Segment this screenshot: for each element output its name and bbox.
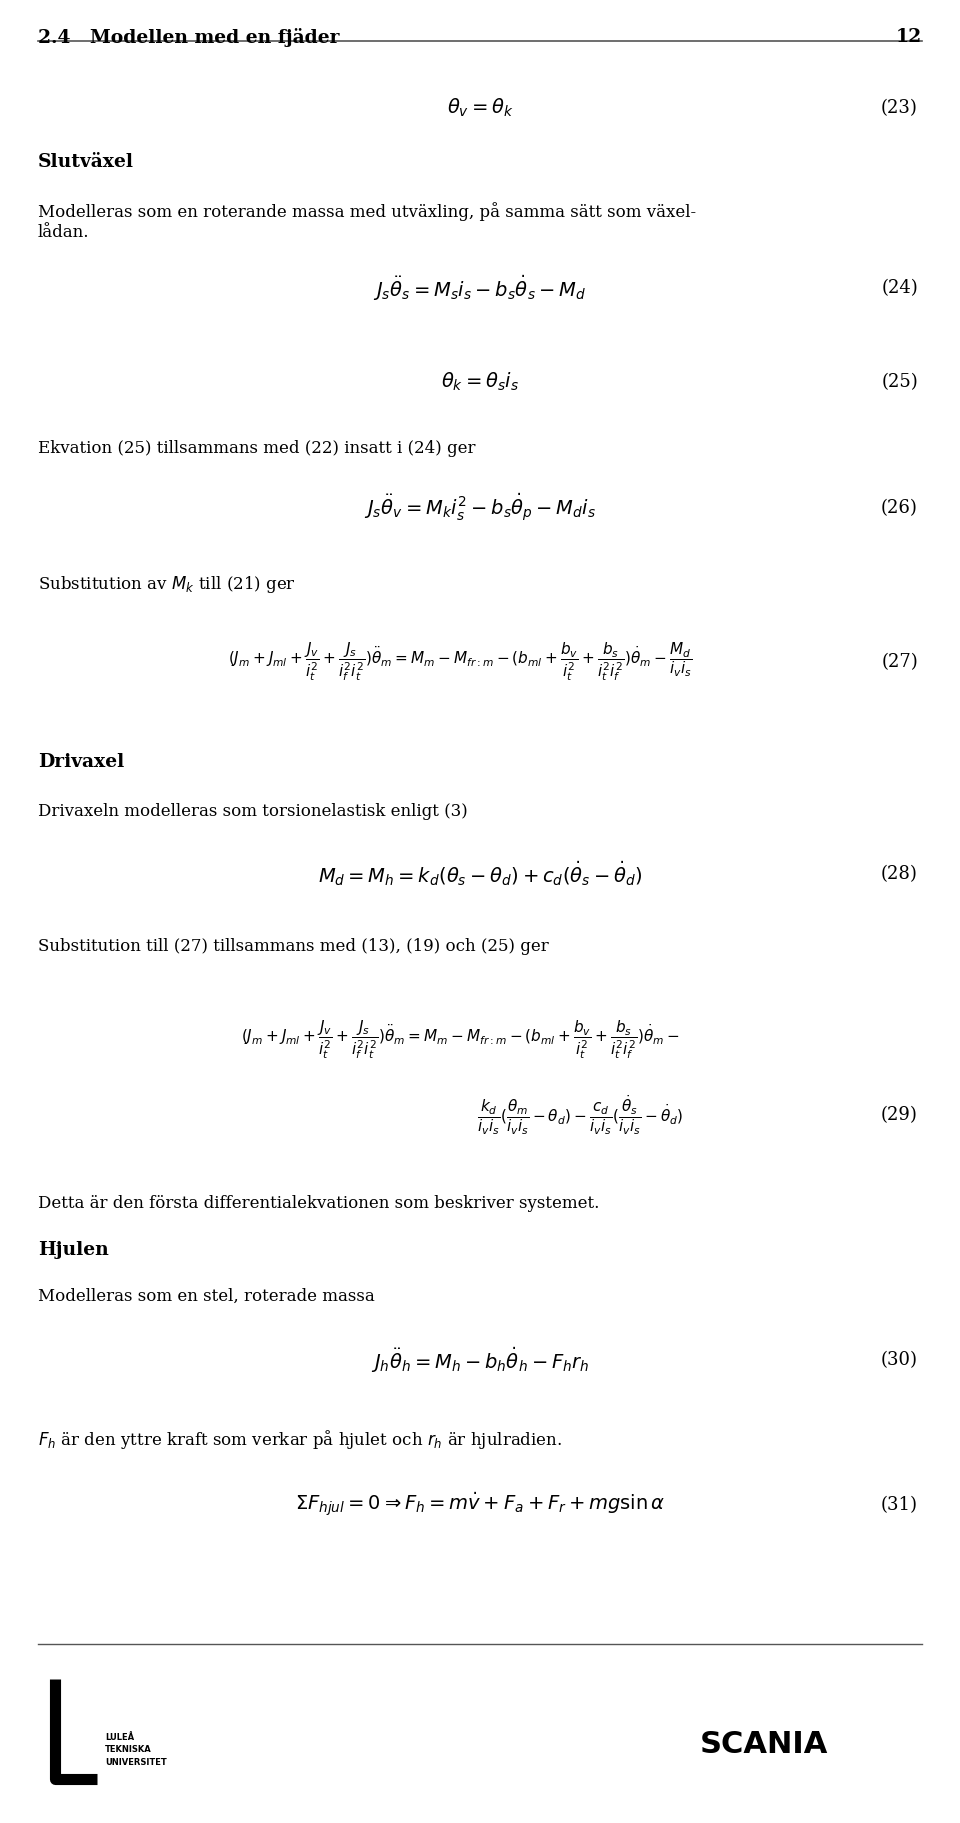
Text: $(J_m + J_{ml} + \dfrac{J_v}{i_t^2} + \dfrac{J_s}{i_f^2 i_t^2})\ddot{\theta}_m =: $(J_m + J_{ml} + \dfrac{J_v}{i_t^2} + \d… bbox=[241, 1017, 680, 1061]
Text: LULEÅ
TEKNISKA
UNIVERSITET: LULEÅ TEKNISKA UNIVERSITET bbox=[105, 1732, 167, 1766]
Text: Ekvation (25) tillsammans med (22) insatt i (24) ger: Ekvation (25) tillsammans med (22) insat… bbox=[38, 439, 475, 458]
Text: 12: 12 bbox=[896, 27, 922, 46]
Text: Substitution till (27) tillsammans med (13), (19) och (25) ger: Substitution till (27) tillsammans med (… bbox=[38, 937, 549, 955]
Text: $\dfrac{k_d}{i_v i_s}(\dfrac{\theta_m}{i_v i_s} - \theta_d) - \dfrac{c_d}{i_v i_: $\dfrac{k_d}{i_v i_s}(\dfrac{\theta_m}{i… bbox=[477, 1092, 684, 1136]
Text: Substitution av $M_k$ till (21) ger: Substitution av $M_k$ till (21) ger bbox=[38, 574, 296, 594]
Text: $J_h\ddot{\theta}_h = M_h - b_h\dot{\theta}_h - F_h r_h$: $J_h\ddot{\theta}_h = M_h - b_h\dot{\the… bbox=[371, 1345, 589, 1375]
Text: $M_d = M_h = k_d(\theta_s - \theta_d) + c_d(\dot{\theta}_s - \dot{\theta}_d)$: $M_d = M_h = k_d(\theta_s - \theta_d) + … bbox=[318, 859, 642, 888]
Text: (27): (27) bbox=[881, 653, 918, 671]
Text: (28): (28) bbox=[881, 864, 918, 882]
Text: Detta är den första differentialekvationen som beskriver systemet.: Detta är den första differentialekvation… bbox=[38, 1194, 599, 1210]
Text: (25): (25) bbox=[881, 372, 918, 390]
Text: $J_s\ddot{\theta}_s = M_s i_s - b_s\dot{\theta}_s - M_d$: $J_s\ddot{\theta}_s = M_s i_s - b_s\dot{… bbox=[373, 273, 587, 303]
Text: lådan.: lådan. bbox=[38, 224, 89, 241]
Text: $\theta_v = \theta_k$: $\theta_v = \theta_k$ bbox=[446, 97, 514, 118]
Text: (29): (29) bbox=[881, 1105, 918, 1123]
Text: Modelleras som en roterande massa med utväxling, på samma sätt som växel-: Modelleras som en roterande massa med ut… bbox=[38, 202, 696, 221]
Text: $(J_m + J_{ml} + \dfrac{J_v}{i_t^2} + \dfrac{J_s}{i_f^2 i_t^2})\ddot{\theta}_m =: $(J_m + J_{ml} + \dfrac{J_v}{i_t^2} + \d… bbox=[228, 640, 692, 684]
Text: SCANIA: SCANIA bbox=[700, 1730, 828, 1759]
Text: Hjulen: Hjulen bbox=[38, 1240, 108, 1258]
Text: (23): (23) bbox=[881, 98, 918, 117]
Text: Drivaxeln modelleras som torsionelastisk enligt (3): Drivaxeln modelleras som torsionelastisk… bbox=[38, 802, 468, 820]
Text: 2.4   Modellen med en fjäder: 2.4 Modellen med en fjäder bbox=[38, 27, 340, 47]
Text: Slutväxel: Slutväxel bbox=[38, 153, 134, 171]
Text: (31): (31) bbox=[881, 1495, 918, 1513]
Text: $\Sigma F_{hjul} = 0 \Rightarrow F_h = m\dot{v} + F_a + F_r + mg\sin\alpha$: $\Sigma F_{hjul} = 0 \Rightarrow F_h = m… bbox=[295, 1489, 665, 1519]
Text: $F_h$ är den yttre kraft som verkar på hjulet och $r_h$ är hjulradien.: $F_h$ är den yttre kraft som verkar på h… bbox=[38, 1427, 563, 1451]
Text: (26): (26) bbox=[881, 500, 918, 516]
Text: Drivaxel: Drivaxel bbox=[38, 753, 124, 771]
Text: $\theta_k = \theta_s i_s$: $\theta_k = \theta_s i_s$ bbox=[441, 370, 519, 394]
Text: $J_s\ddot{\theta}_v = M_k i_s^2 - b_s\dot{\theta}_p - M_d i_s$: $J_s\ddot{\theta}_v = M_k i_s^2 - b_s\do… bbox=[364, 492, 596, 523]
Text: (30): (30) bbox=[881, 1351, 918, 1369]
Text: Modelleras som en stel, roterade massa: Modelleras som en stel, roterade massa bbox=[38, 1287, 374, 1303]
Text: (24): (24) bbox=[881, 279, 918, 297]
